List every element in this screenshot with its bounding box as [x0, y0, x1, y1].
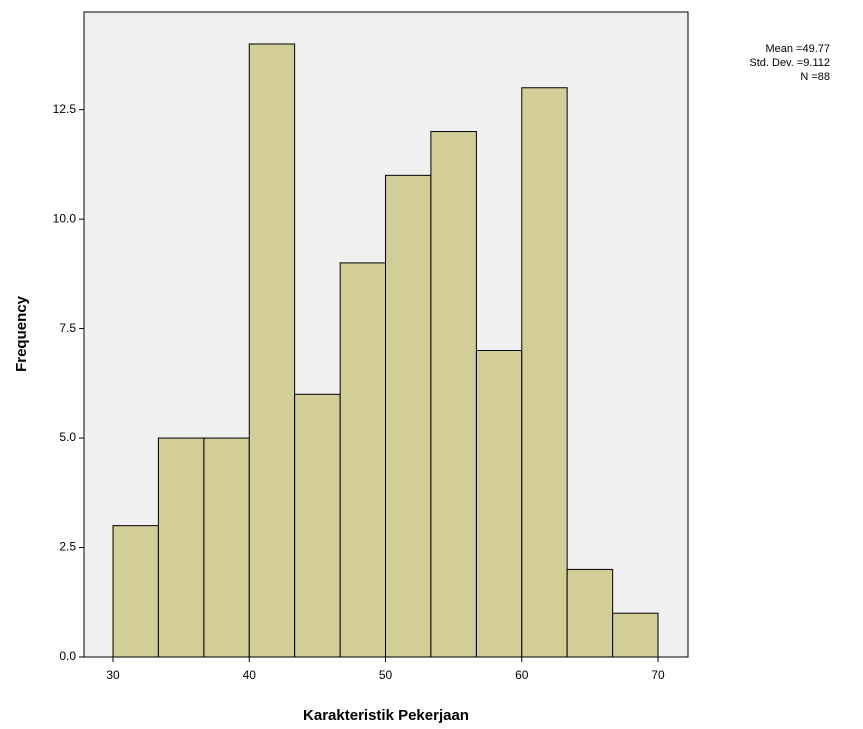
x-tick-label: 60: [515, 668, 529, 682]
y-tick-label: 10.0: [53, 211, 77, 225]
page: Frequency Karakteristik Pekerjaan Mean =…: [0, 0, 863, 729]
bar: [386, 175, 431, 657]
x-axis-label: Karakteristik Pekerjaan: [303, 707, 469, 724]
bar: [613, 613, 658, 657]
bar: [567, 569, 613, 657]
y-tick-label: 12.5: [53, 102, 77, 116]
bar: [340, 263, 385, 657]
bar: [204, 438, 249, 657]
stat-annotation: N =88: [800, 71, 830, 83]
y-axis-label: Frequency: [13, 295, 30, 372]
x-tick-label: 30: [106, 668, 120, 682]
bar: [295, 394, 341, 657]
bar: [113, 526, 158, 657]
bar: [522, 88, 567, 657]
bar: [431, 132, 477, 657]
bar: [158, 438, 204, 657]
y-tick-label: 2.5: [59, 540, 76, 554]
bar: [249, 44, 294, 657]
y-tick-label: 5.0: [59, 430, 76, 444]
chart: Frequency Karakteristik Pekerjaan Mean =…: [0, 0, 863, 729]
x-tick-label: 50: [379, 668, 393, 682]
y-tick-label: 7.5: [59, 321, 76, 335]
x-tick-label: 70: [651, 668, 665, 682]
y-tick-label: 0.0: [59, 649, 76, 663]
bar: [476, 350, 521, 657]
stat-annotation: Mean =49.77: [765, 43, 830, 55]
x-tick-label: 40: [243, 668, 257, 682]
stat-annotation: Std. Dev. =9.112: [749, 57, 830, 69]
